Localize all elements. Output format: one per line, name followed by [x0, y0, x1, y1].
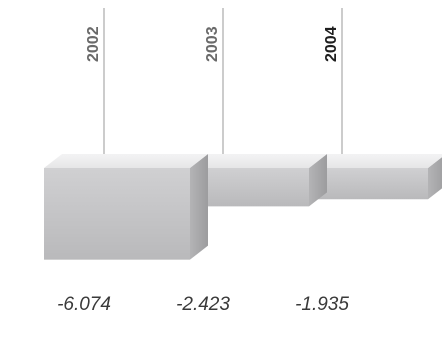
bar-side-2004	[428, 157, 442, 200]
bar-side-2002	[190, 154, 208, 260]
bar-side-2003	[309, 154, 327, 207]
year-label-2003: 2003	[204, 26, 221, 62]
bars	[44, 154, 442, 260]
leader-lines	[103, 8, 343, 156]
bar-2002	[44, 168, 190, 260]
value-label-2002: -6.074	[57, 294, 111, 315]
labels: 2002 2003 2004 -1.935 -2.423 -6.074	[57, 26, 349, 315]
value-label-2003: -2.423	[176, 294, 230, 315]
bar-top-2002	[44, 154, 208, 168]
year-label-2002: 2002	[85, 26, 102, 62]
value-label-2004: -1.935	[295, 294, 349, 315]
year-label-2004: 2004	[323, 26, 340, 62]
